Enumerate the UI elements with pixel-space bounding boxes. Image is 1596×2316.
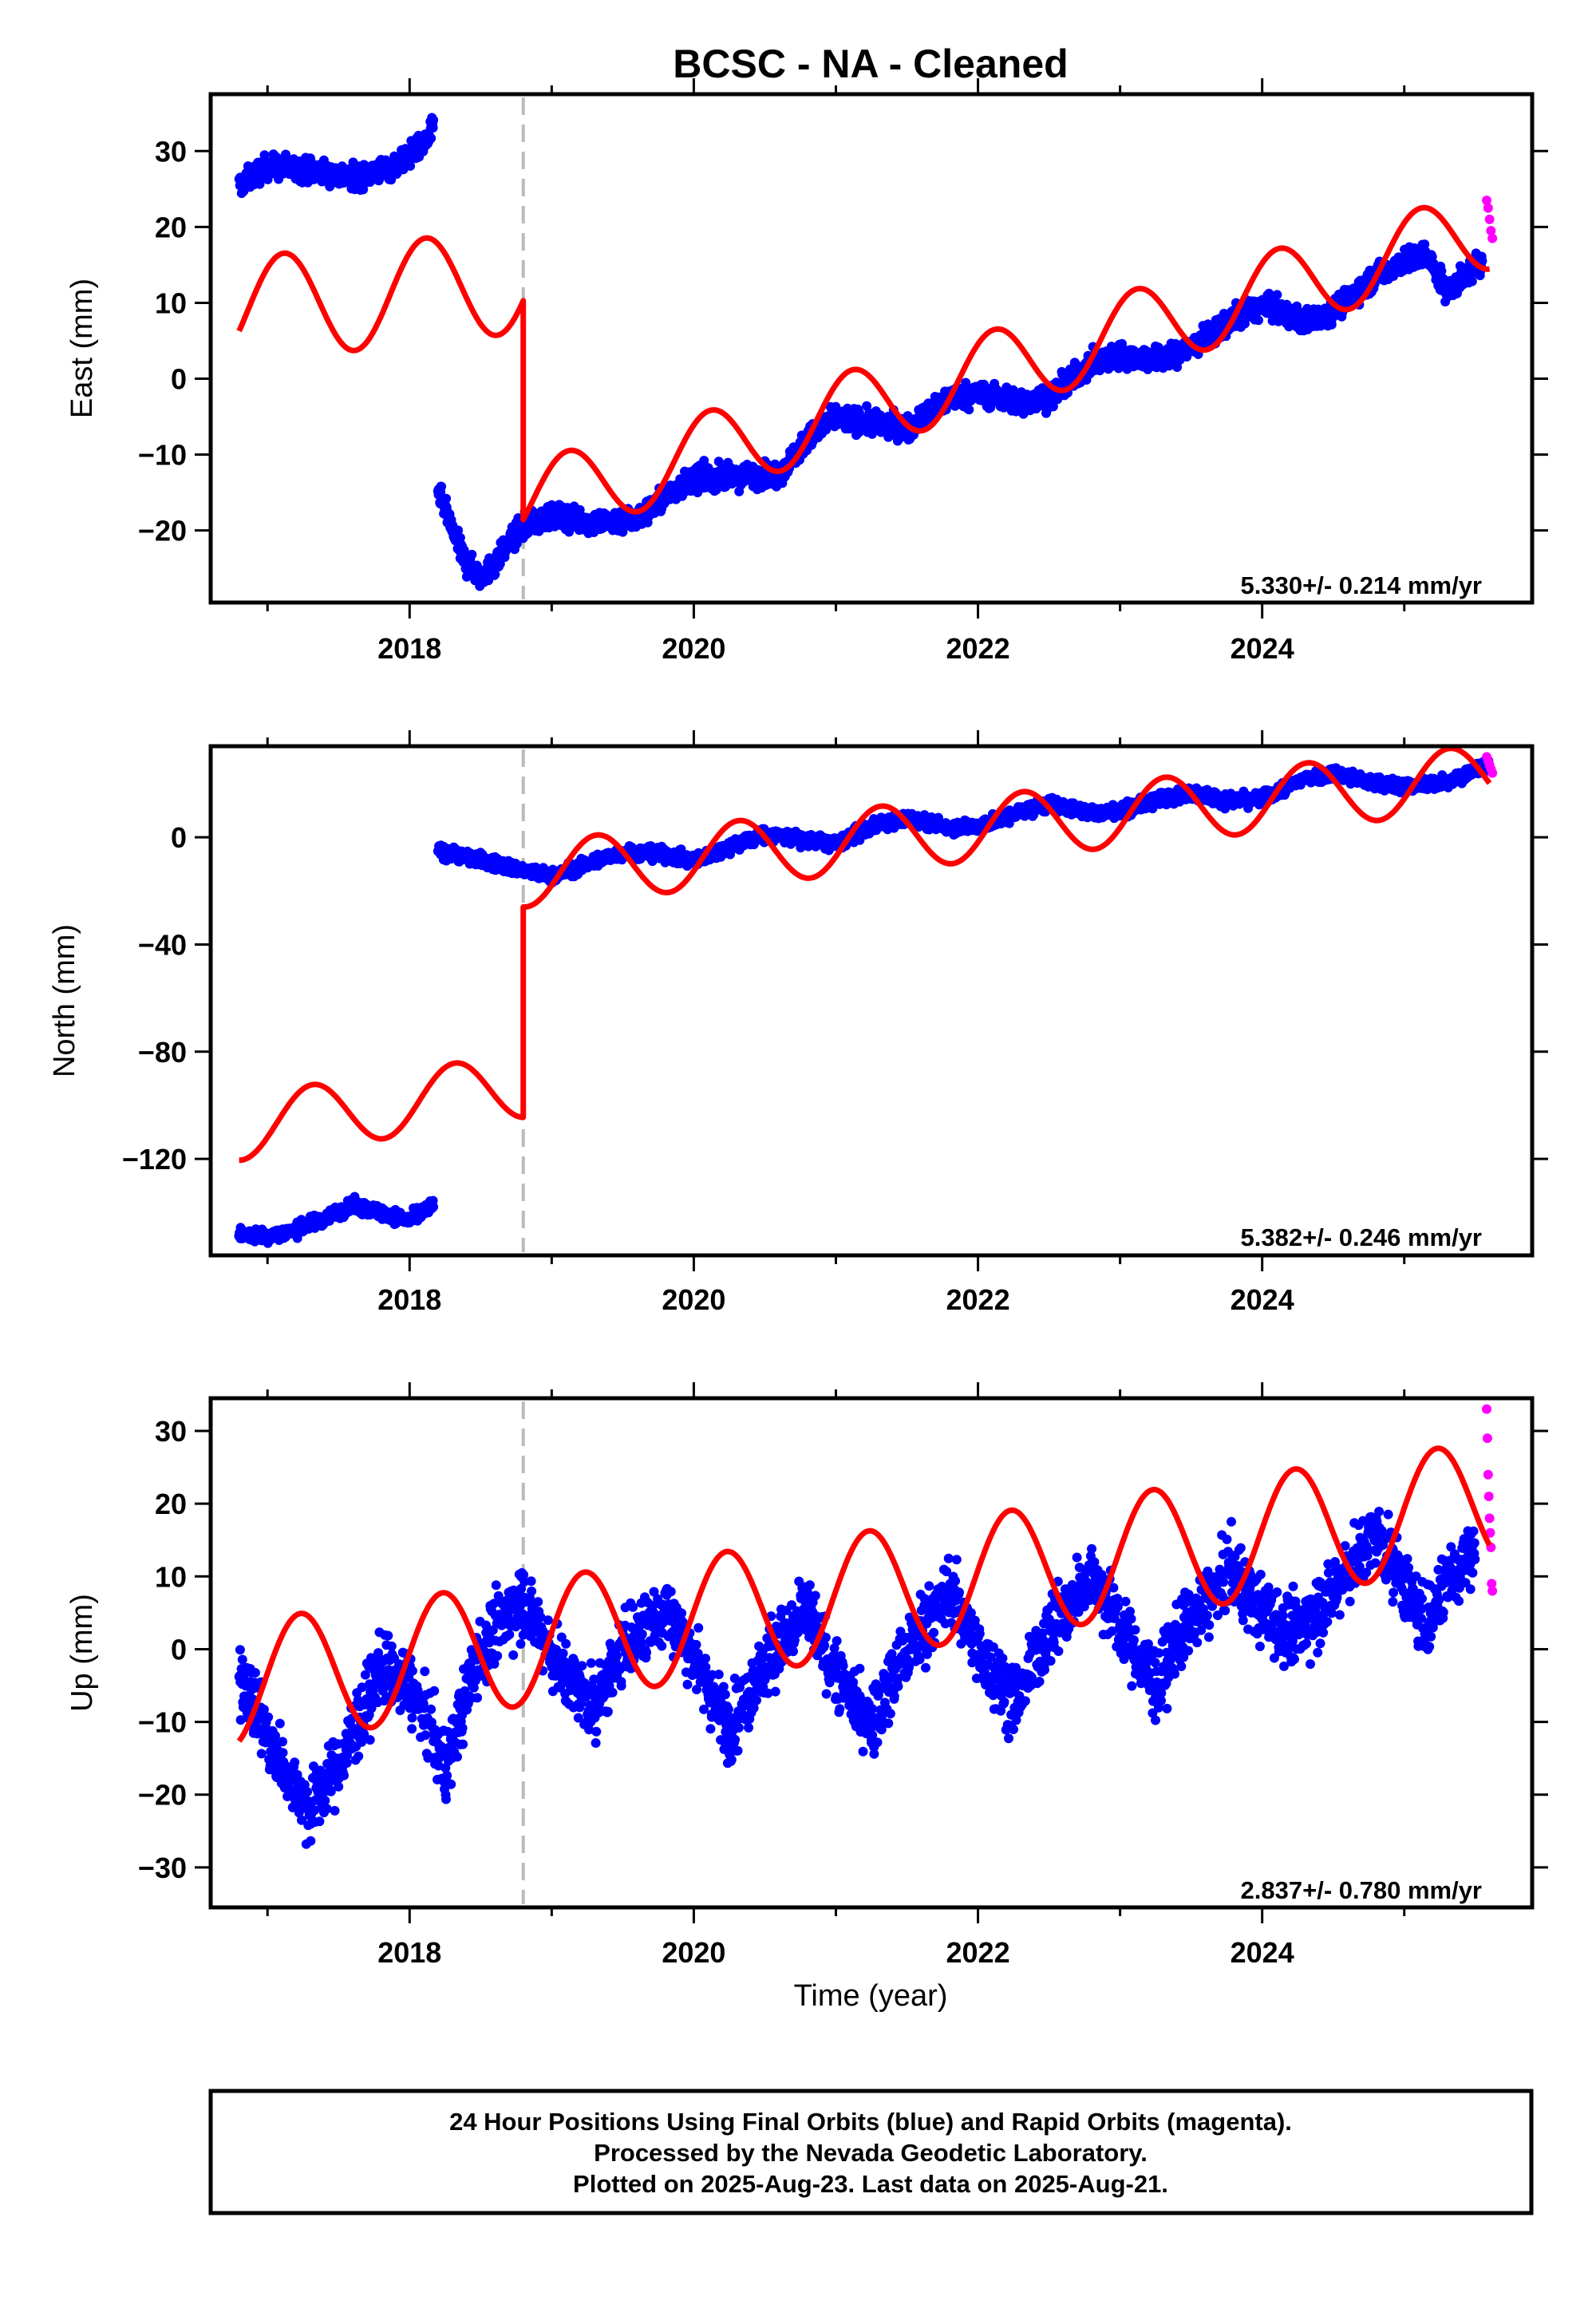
final-orbit-point [1467,276,1477,287]
x-tick-label: 2022 [946,632,1010,665]
final-orbit-point [1254,315,1263,326]
final-orbit-point [1048,401,1058,412]
rate-label: 5.330+/- 0.214 mm/yr [1241,571,1482,599]
y-tick-label: −20 [138,515,187,547]
y-tick-label: 20 [155,211,187,243]
final-orbit-point [441,493,452,504]
final-orbit-point [699,456,709,466]
plot-area [234,113,1498,591]
final-orbit-point [1117,338,1127,349]
rapid-orbit-point [1483,203,1493,213]
final-orbit-point [1436,266,1447,276]
final-orbit-point [259,150,270,160]
final-orbit-point [1326,319,1337,330]
final-orbit-point [1153,342,1163,353]
final-orbit-point [405,161,416,171]
x-tick-label: 2024 [1231,632,1294,665]
y-tick-label: −10 [138,439,187,472]
final-orbit-point [1272,290,1282,300]
final-orbit-point [429,115,439,125]
final-orbit-point [437,481,447,492]
final-orbit-point [1420,239,1430,250]
final-orbit-point [1172,362,1183,372]
y-tick-label: 0 [171,363,187,396]
east-panel: 2018 2020 2022 2024 −20 −10 0 10 20 30 East (mm) 5.… [65,78,1548,665]
rapid-orbit-point [1486,226,1496,236]
x-tick-label: 2018 [377,632,441,665]
y-axis-label: East (mm) [65,279,99,418]
final-orbit-point [453,525,464,536]
chart-title: BCSC - NA - Cleaned [673,41,1068,86]
plot-frame [208,92,1535,605]
y-tick-label: 30 [155,135,187,168]
rapid-orbit-point [1482,196,1492,206]
final-orbit-point [618,527,628,537]
final-orbit-point [358,184,369,195]
final-orbit-point [467,549,477,559]
final-orbit-point [428,123,438,133]
final-orbit-point [713,456,724,467]
rapid-orbit-point [1487,233,1498,243]
final-orbit-point [961,377,971,388]
plot-area [234,746,1498,1248]
final-orbit-point [490,569,500,579]
final-orbit-point [964,405,974,415]
final-orbit-point [426,133,437,144]
final-orbit-point [429,1202,439,1212]
y-tick-label: 10 [155,287,187,319]
x-tick-label: 2020 [662,632,725,665]
final-orbit-point [1292,301,1302,311]
rapid-orbit-point [1484,214,1495,224]
model-curve [236,204,1491,523]
